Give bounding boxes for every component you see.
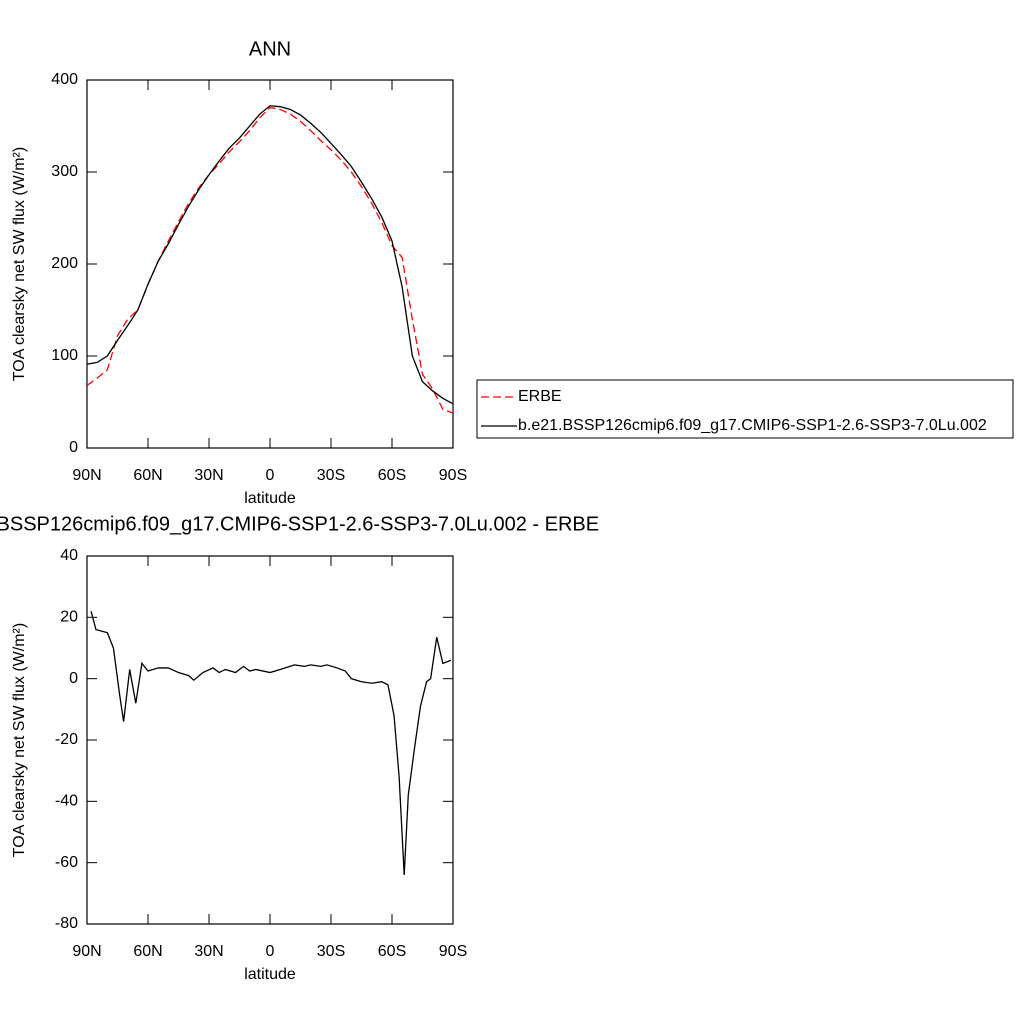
x-tick-label: 30N: [194, 943, 223, 960]
x-axis-label: latitude: [244, 490, 296, 507]
x-tick-label: 60S: [378, 943, 406, 960]
y-tick-label: -80: [55, 915, 78, 932]
panel: ANN 0 100 200 300 400 90N 60N 30N 0 30S 60S 90S latit…: [11, 38, 1014, 507]
legend: ERBE b.e21.BSSP126cmip6.f09_g17.CMIP6-SSP…: [476, 379, 1014, 439]
y-tick-label: 0: [69, 670, 78, 687]
legend-box: [476, 379, 1014, 439]
x-tick-label: 90S: [439, 943, 467, 960]
x-tick-label: 0: [266, 467, 275, 484]
y-tick-label: -60: [55, 854, 78, 871]
chart-title: ANN: [249, 38, 291, 60]
legend-label: ERBE: [518, 388, 562, 405]
y-tick-label: 20: [60, 609, 78, 626]
x-tick-label: 30S: [317, 943, 345, 960]
data-line: [86, 105, 454, 405]
y-tick-label: -20: [55, 731, 78, 748]
x-tick-label: 30S: [317, 467, 345, 484]
x-tick-label: 90S: [439, 467, 467, 484]
y-tick-label: 300: [51, 163, 78, 180]
x-tick-label: 60S: [378, 467, 406, 484]
x-tick-label: 90N: [72, 943, 101, 960]
y-tick-label: 400: [51, 71, 78, 88]
data-line: [90, 611, 452, 875]
panel: b.e21.BSSP126cmip6.f09_g17.CMIP6-SSP1-2.…: [0, 513, 599, 983]
y-tick-label: 200: [51, 255, 78, 272]
plot-frame: [86, 555, 454, 925]
plot-frame: [86, 79, 454, 449]
chart-title: b.e21.BSSP126cmip6.f09_g17.CMIP6-SSP1-2.…: [0, 513, 599, 535]
y-tick-label: 100: [51, 347, 78, 364]
x-tick-label: 60N: [133, 467, 162, 484]
y-tick-label: 0: [69, 439, 78, 456]
x-tick-label: 0: [266, 943, 275, 960]
y-axis-label: TOA clearsky net SW flux (W/m²): [11, 623, 28, 857]
x-tick-label: 90N: [72, 467, 101, 484]
y-axis-label: TOA clearsky net SW flux (W/m²): [11, 147, 28, 381]
x-tick-label: 30N: [194, 467, 223, 484]
y-tick-label: 40: [60, 547, 78, 564]
y-tick-label: -40: [55, 793, 78, 810]
x-axis-label: latitude: [244, 966, 296, 983]
data-line: [86, 106, 454, 414]
legend-label: b.e21.BSSP126cmip6.f09_g17.CMIP6-SSP1-2.…: [518, 417, 987, 434]
x-tick-label: 60N: [133, 943, 162, 960]
